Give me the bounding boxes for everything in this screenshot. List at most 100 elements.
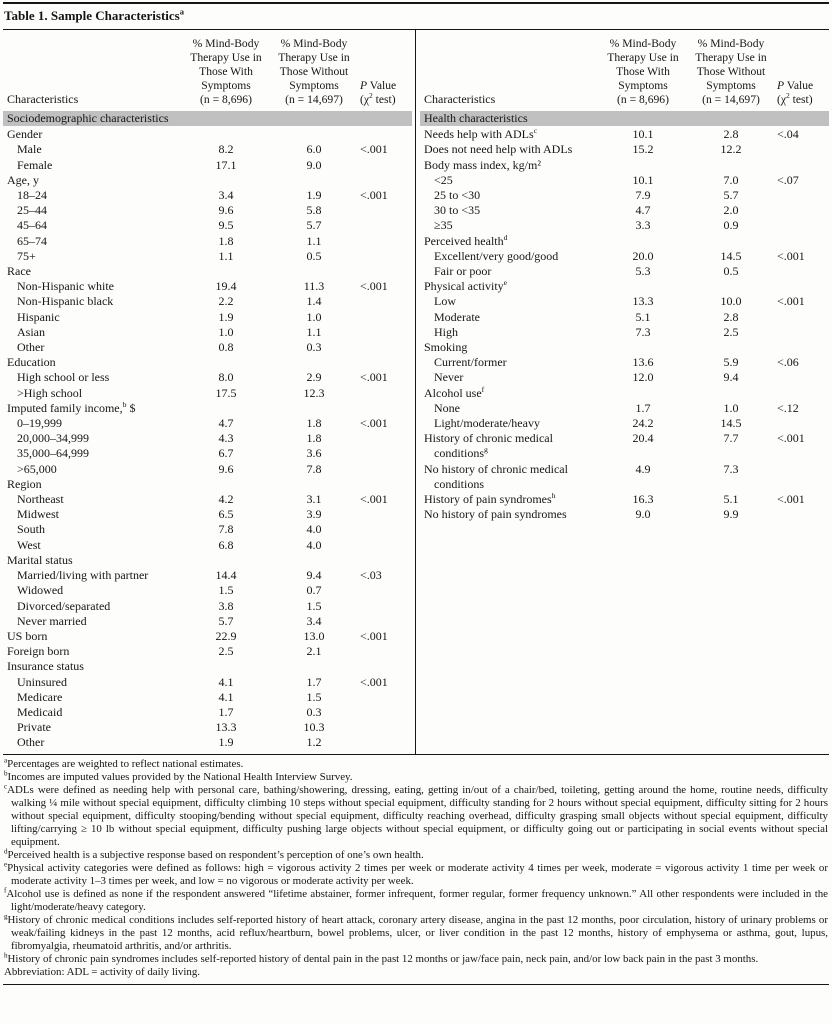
value-without-symptoms: 1.7 xyxy=(306,674,322,689)
row-label: Medicaid xyxy=(17,704,63,719)
characteristics-header: Characteristics xyxy=(424,92,496,106)
table-row: Fair or poor 5.3 0.5 xyxy=(420,264,829,279)
footnote-marker-e: e xyxy=(4,859,8,868)
footnote-marker-h: h xyxy=(551,491,556,501)
value-with-symptoms: 14.4 xyxy=(215,568,237,583)
table-row: 45–64 9.5 5.7 xyxy=(3,218,412,233)
table-row: Foreign born 2.5 2.1 xyxy=(3,644,412,659)
p-value: <.001 xyxy=(777,248,805,263)
value-with-symptoms: 10.1 xyxy=(632,172,654,187)
without-symptoms-header: % Mind-Body Therapy Use in Those Without… xyxy=(270,37,358,107)
footnote-marker-c: c xyxy=(533,126,538,136)
paper-page: Table 1. Sample Characteristicsa Charact… xyxy=(3,2,829,985)
value-with-symptoms: 3.8 xyxy=(218,598,234,613)
table-title: Table 1. Sample Characteristicsa xyxy=(3,4,829,30)
value-without-symptoms: 2.0 xyxy=(723,203,739,218)
footnote-a: aPercentages are weighted to reflect nat… xyxy=(4,755,244,770)
footnote-marker-h: h xyxy=(4,950,8,959)
value-with-symptoms: 6.5 xyxy=(218,507,234,522)
footnote-divider xyxy=(3,753,829,755)
value-without-symptoms: 3.6 xyxy=(306,446,322,461)
table-1: Table 1. Sample Characteristicsa Charact… xyxy=(3,2,829,985)
row-label: Never xyxy=(434,370,464,385)
table-row: None 1.7 1.0 <.12 xyxy=(420,401,829,416)
row-label: Does not need help with ADLs xyxy=(424,142,573,157)
row-label: 75+ xyxy=(17,248,36,263)
value-without-symptoms: 1.0 xyxy=(723,400,739,415)
value-without-symptoms: 7.0 xyxy=(723,172,739,187)
row-label: Education xyxy=(7,355,56,370)
row-label: Body mass index, kg/m² xyxy=(424,157,541,172)
value-with-symptoms: 6.7 xyxy=(218,446,234,461)
p-value: <.001 xyxy=(360,628,388,643)
value-with-symptoms: 3.3 xyxy=(635,218,651,233)
p-value-header: P Value (χ2 test) xyxy=(358,79,412,107)
row-label: Other xyxy=(17,735,45,750)
p-value: <.07 xyxy=(777,172,799,187)
p-value: <.001 xyxy=(360,674,388,689)
value-with-symptoms: 6.8 xyxy=(218,537,234,552)
column-headers-right: Characteristics % Mind-Body Therapy Use … xyxy=(420,30,829,109)
row-label: West xyxy=(17,537,41,552)
table-row: <25 10.1 7.0 <.07 xyxy=(420,173,829,188)
row-label: Male xyxy=(17,142,42,157)
value-with-symptoms: 1.0 xyxy=(218,324,234,339)
row-label: Non-Hispanic white xyxy=(17,279,114,294)
table-row: Never married 5.7 3.4 xyxy=(3,614,412,629)
row-label: Low xyxy=(434,294,456,309)
value-with-symptoms: 9.6 xyxy=(218,461,234,476)
value-with-symptoms: 24.2 xyxy=(632,416,654,431)
left-rows: Sociodemographic characteristics Gender Ma… xyxy=(3,111,412,754)
value-with-symptoms: 19.4 xyxy=(215,279,237,294)
value-with-symptoms: 17.1 xyxy=(215,157,237,172)
value-without-symptoms: 0.3 xyxy=(306,704,322,719)
row-label: High school or less xyxy=(17,370,110,385)
footnote-h: hHistory of chronic pain syndromes inclu… xyxy=(4,950,759,965)
value-without-symptoms: 0.3 xyxy=(306,340,322,355)
value-with-symptoms: 0.8 xyxy=(218,340,234,355)
p-value: <.001 xyxy=(777,294,805,309)
row-label: History of pain syndromesh xyxy=(424,491,556,507)
table-row: Private 13.3 10.3 xyxy=(3,720,412,735)
without-symptoms-n: (n = 14,697) xyxy=(702,93,760,106)
value-without-symptoms: 2.8 xyxy=(723,309,739,324)
row-label: Midwest xyxy=(17,507,59,522)
table-row: High school or less 8.0 2.9 <.001 xyxy=(3,370,412,385)
value-with-symptoms: 20.0 xyxy=(632,248,654,263)
row-label: Gender xyxy=(7,127,43,142)
chi-square-note: (χ2 test) xyxy=(360,91,396,106)
value-with-symptoms: 17.5 xyxy=(215,385,237,400)
value-with-symptoms: 22.9 xyxy=(215,628,237,643)
value-without-symptoms: 9.4 xyxy=(306,568,322,583)
value-without-symptoms: 1.2 xyxy=(306,735,322,750)
table-row: Married/living with partner 14.4 9.4 <.03 xyxy=(3,568,412,583)
row-label: Never married xyxy=(17,613,87,628)
value-without-symptoms: 1.5 xyxy=(306,598,322,613)
row-label: Insurance status xyxy=(7,659,84,674)
footnote-marker-a: a xyxy=(179,6,184,17)
value-with-symptoms: 10.1 xyxy=(632,127,654,142)
section-header: Sociodemographic characteristics xyxy=(3,111,412,127)
row-label: No history of chronic medical conditions xyxy=(424,461,568,491)
value-without-symptoms: 1.8 xyxy=(306,416,322,431)
footnote-marker-b: b xyxy=(122,399,127,409)
table-title-text: Table 1. Sample Characteristics xyxy=(4,8,180,23)
p-value: <.001 xyxy=(360,279,388,294)
value-with-symptoms: 4.1 xyxy=(218,674,234,689)
value-with-symptoms: 3.4 xyxy=(218,188,234,203)
row-label: Northeast xyxy=(17,492,64,507)
table-row: South 7.8 4.0 xyxy=(3,522,412,537)
value-without-symptoms: 12.2 xyxy=(720,142,742,157)
p-value: <.001 xyxy=(360,188,388,203)
p-value: <.001 xyxy=(777,431,805,446)
row-label: >65,000 xyxy=(17,461,57,476)
value-with-symptoms: 13.6 xyxy=(632,355,654,370)
table-row: >65,000 9.6 7.8 xyxy=(3,462,412,477)
value-without-symptoms: 2.1 xyxy=(306,644,322,659)
p-value: <.03 xyxy=(360,568,382,583)
row-label: Alcohol usef xyxy=(424,384,485,400)
value-with-symptoms: 1.8 xyxy=(218,233,234,248)
table-row: Does not need help with ADLs 15.2 12.2 xyxy=(420,142,829,157)
footnote-d: dPerceived health is a subjective respon… xyxy=(4,846,424,861)
row-label: Excellent/very good/good xyxy=(434,248,559,263)
